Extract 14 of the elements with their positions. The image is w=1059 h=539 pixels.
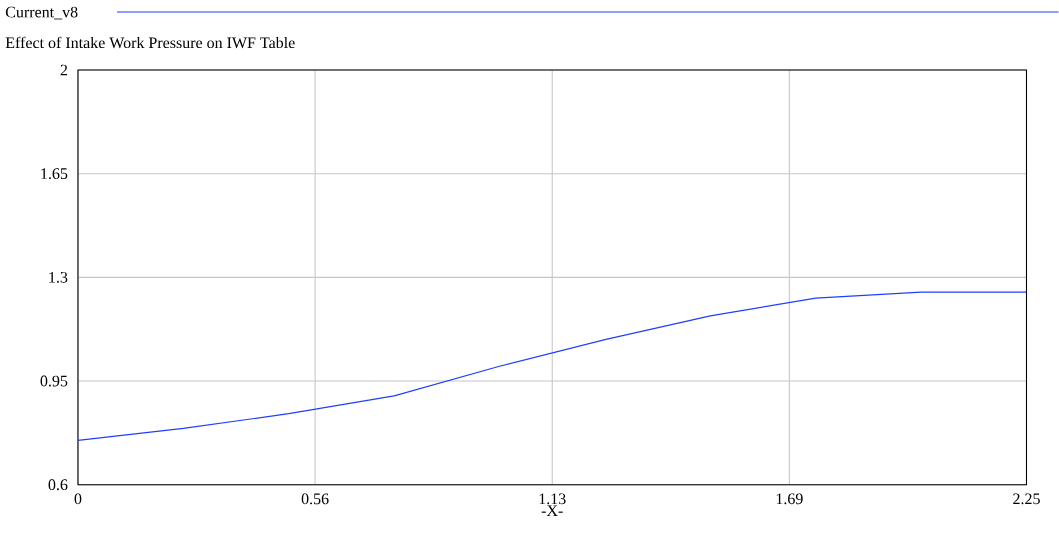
x-tick-label: 1.13 (539, 493, 566, 505)
x-tick-label: 0 (74, 493, 82, 505)
x-axis-title: -X- (541, 505, 563, 517)
y-tick-label: 0.95 (40, 375, 68, 387)
x-tick-label: 0.56 (301, 493, 329, 505)
text: Current_v8 (5, 6, 78, 20)
x-tick-label: 2.25 (1013, 493, 1040, 505)
y-tick-label: 1.3 (49, 272, 68, 283)
line-series (77, 291, 1027, 442)
y-tick-label: 1.65 (41, 168, 68, 180)
y-tick-label: 0.6 (48, 479, 68, 491)
y-tick-label: 2 (60, 64, 68, 76)
chart-title: Effect of Intake Work Pressure on IWF Table (5, 36, 295, 49)
x-tick-label: 1.69 (776, 493, 803, 505)
